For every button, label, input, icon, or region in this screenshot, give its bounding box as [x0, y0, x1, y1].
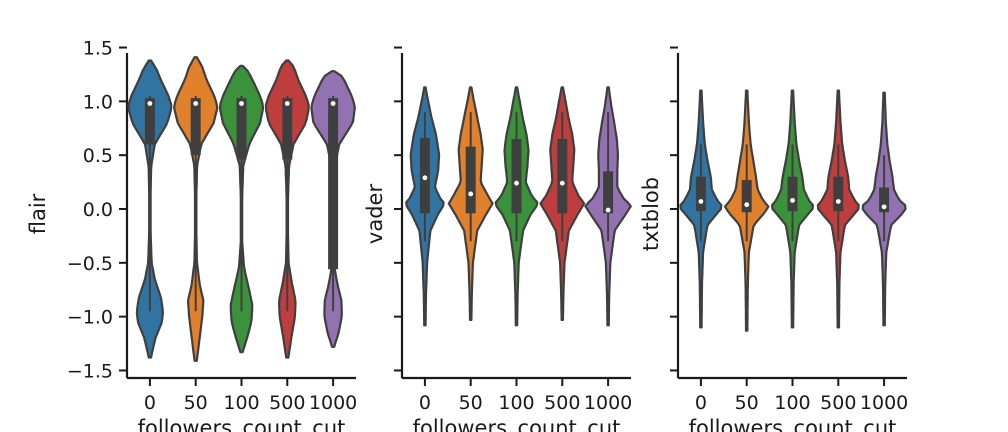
x-tick-label: 0: [695, 392, 707, 414]
violin-500: [816, 89, 860, 329]
violin-1000: [310, 70, 356, 348]
y-axis-label: flair: [26, 193, 50, 234]
violin-0: [679, 89, 723, 329]
x-tick-label: 100: [774, 392, 810, 414]
violin-median-point: [284, 101, 290, 106]
x-tick-label: 500: [820, 392, 856, 414]
x-tick-label: 50: [735, 392, 759, 414]
violin-iqr-box: [879, 187, 890, 213]
x-tick-label: 0: [144, 392, 156, 414]
violin-median-point: [744, 202, 750, 208]
violin-50: [723, 89, 770, 332]
y-tick-label: −1.5: [67, 360, 113, 382]
violin-median-point: [835, 199, 841, 204]
y-tick-label: −1.0: [67, 307, 113, 329]
violin-median-point: [422, 175, 428, 181]
x-tick-label: 100: [223, 392, 259, 414]
violin-50: [447, 86, 494, 321]
violin-iqr-box: [787, 176, 798, 212]
x-tick-label: 50: [459, 392, 483, 414]
violin-median-point: [239, 101, 244, 106]
violin-50: [173, 56, 219, 362]
y-tick-label: 0.0: [83, 199, 113, 221]
violin-100: [494, 86, 539, 327]
violin-median-point: [193, 101, 199, 106]
x-tick-label: 50: [184, 392, 208, 414]
x-tick-label: 500: [544, 392, 580, 414]
violin-iqr-box: [833, 176, 844, 212]
violin-median-point: [468, 191, 474, 197]
violin-iqr-box: [603, 171, 614, 214]
x-tick-label: 1000: [860, 392, 908, 414]
violin-iqr-box: [328, 98, 339, 270]
violin-iqr-box: [144, 98, 155, 145]
y-tick-label: −0.5: [67, 253, 113, 275]
violin-iqr-box: [282, 98, 293, 160]
violin-median-point: [790, 197, 795, 203]
violin-median-point: [514, 180, 519, 186]
y-tick-label: 1.0: [83, 91, 113, 113]
violin-median-point: [881, 204, 887, 210]
y-axis-label: vader: [363, 184, 387, 245]
panel-vader: vader 0 50 100 500 1000 followers_count_cut: [363, 46, 632, 432]
violin-100: [218, 64, 265, 354]
violin-iqr-box: [695, 176, 706, 212]
x-tick-label: 100: [498, 392, 534, 414]
violin-100: [771, 89, 814, 329]
violin-iqr-box: [741, 179, 752, 213]
violin-iqr-box: [236, 98, 247, 160]
x-tick-label: 1000: [584, 392, 632, 414]
x-tick-label: 0: [419, 392, 431, 414]
x-tick-label: 1000: [309, 392, 357, 414]
violin-median-point: [330, 101, 336, 106]
x-tick-label: 500: [269, 392, 305, 414]
x-axis-label: followers_count_cut: [138, 416, 346, 432]
violin-iqr-box: [465, 146, 476, 214]
violin-500: [539, 86, 586, 321]
y-tick-label: 1.5: [83, 38, 113, 60]
violin-iqr-box: [511, 139, 522, 214]
y-axis-label: txtblob: [639, 177, 663, 251]
violin-500: [264, 59, 310, 359]
violin-1000: [861, 91, 907, 327]
y-tick-label: 0.5: [83, 145, 113, 167]
violin-iqr-box: [557, 139, 568, 214]
x-axis-label: followers_count_cut: [689, 416, 897, 432]
violin-median-point: [147, 101, 153, 106]
x-axis-label: followers_count_cut: [413, 416, 621, 432]
violin-0: [127, 59, 173, 359]
panel-flair: −1.5 −1.0 −0.5 0.0 0.5 1.0 1.5 flair 0 50 100 500 10…: [26, 38, 357, 432]
violin-0: [405, 86, 445, 327]
panel-txtblob: txtblob 0 50 100 500 1000 followers_count_cut: [639, 46, 908, 432]
violin-iqr-box: [190, 98, 201, 156]
violin-median-point: [559, 180, 565, 186]
violin-1000: [584, 86, 632, 327]
violin-median-point: [698, 199, 704, 204]
violin-median-point: [605, 207, 611, 213]
